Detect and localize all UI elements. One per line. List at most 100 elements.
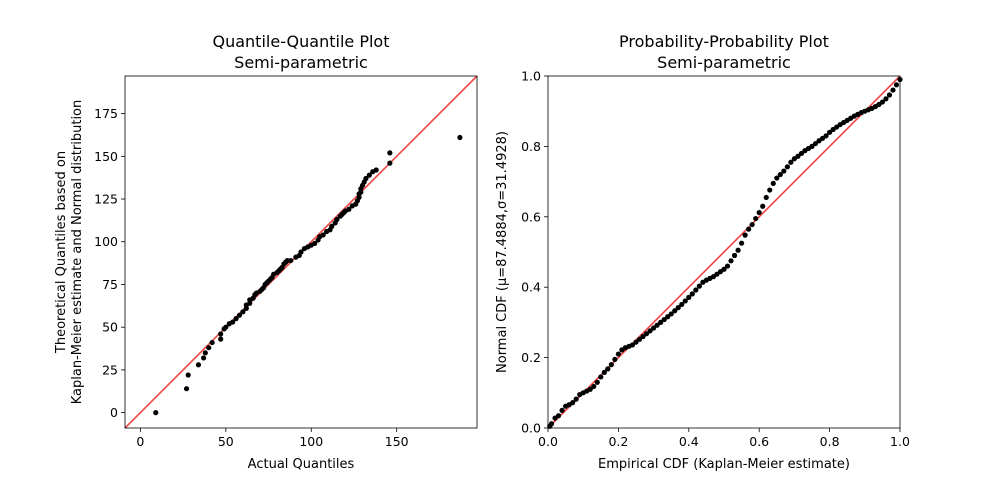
qq-data-point: [218, 336, 224, 342]
qq-data-point: [312, 240, 318, 247]
qq-data-point: [387, 160, 393, 166]
pp-xtick-label: 1.0: [890, 434, 910, 449]
pp-data-point: [693, 287, 699, 293]
qq-xtick-label: 50: [218, 434, 234, 449]
pp-data-point: [763, 194, 769, 201]
pp-data-point: [742, 232, 748, 238]
pp-data-point: [573, 396, 579, 402]
pp-ylabel: Normal CDF (μ=87.4884,σ=31.4928): [495, 131, 510, 373]
qq-data-point: [240, 309, 246, 315]
pp-ticks: 0.0 0.2 0.4 0.6 0.8 1.0 0.0 0.2 0.4 0.6 0.8 1.0: [521, 69, 910, 450]
pp-data-point: [668, 311, 674, 317]
pp-xtick-label: 0.8: [820, 434, 840, 449]
qq-data-point: [218, 331, 224, 337]
qq-data-point: [366, 172, 372, 178]
qq-data-point: [209, 339, 215, 346]
pp-data-point: [615, 351, 622, 357]
pp-data-point: [788, 159, 794, 165]
qq-data-point: [153, 410, 159, 416]
pp-data-point: [893, 82, 900, 88]
qq-data-point: [185, 372, 191, 378]
qq-axes-frame: [124, 75, 478, 429]
qq-data-point: [233, 316, 239, 322]
pp-data-point: [640, 333, 646, 340]
pp-xtick-label: 0.4: [679, 434, 699, 449]
pp-data-point: [612, 356, 618, 362]
qq-ylabel-line1: Theoretical Quantiles based on: [54, 151, 69, 354]
qq-data-point: [346, 206, 352, 212]
pp-data-point: [658, 319, 664, 325]
pp-data-point: [890, 87, 896, 93]
pp-data-point: [636, 336, 643, 342]
pp-xtick-label: 0.2: [608, 434, 628, 449]
pp-data-point: [798, 150, 805, 157]
pp-data-point: [735, 247, 741, 253]
pp-data-point: [756, 209, 762, 216]
pp-data-point: [601, 369, 607, 375]
pp-data-point: [559, 407, 565, 413]
qq-data-point: [201, 355, 207, 361]
pp-axes-frame: [547, 75, 901, 429]
pp-ytick-label: 1.0: [521, 69, 541, 84]
pp-data-point: [643, 331, 650, 337]
qq-data-point: [373, 167, 379, 173]
qq-ytick-label: 25: [102, 362, 118, 377]
pp-data-point: [594, 379, 600, 385]
pp-xtick-label: 0.0: [538, 434, 558, 449]
qq-xtick-label: 100: [299, 434, 323, 449]
pp-data-point: [760, 203, 766, 209]
pp-data-point: [724, 263, 731, 269]
pp-data-point: [686, 294, 692, 301]
qq-points: [153, 134, 463, 416]
qq-data-point: [363, 175, 369, 182]
qq-title-line1: Quantile-Quantile Plot: [213, 32, 390, 51]
pp-data-point: [827, 129, 833, 135]
qq-data-point: [223, 324, 229, 330]
pp-data-point: [598, 374, 604, 380]
pp-data-point: [731, 252, 738, 259]
qq-data-point: [320, 232, 326, 238]
pp-data-point: [548, 421, 555, 427]
qq-plot-panel: Quantile-Quantile Plot Semi-parametric 0…: [54, 32, 478, 472]
pp-ytick-label: 0.8: [521, 139, 541, 154]
pp-title-line1: Probability-Probability Plot: [619, 32, 829, 51]
pp-data-point: [739, 240, 745, 246]
pp-plot-panel: Probability-Probability Plot Semi-parame…: [495, 32, 910, 472]
qq-data-point: [298, 249, 304, 255]
pp-data-point: [774, 175, 780, 181]
pp-data-point: [777, 171, 783, 178]
pp-data-point: [605, 366, 611, 372]
pp-data-point: [749, 221, 755, 228]
pp-data-point: [679, 301, 685, 308]
pp-data-point: [555, 413, 562, 419]
pp-points: [547, 76, 903, 429]
pp-data-point: [689, 291, 695, 297]
qq-data-point: [387, 150, 393, 156]
pp-data-point: [654, 322, 660, 328]
pp-xlabel: Empirical CDF (Kaplan-Meier estimate): [598, 457, 850, 472]
qq-data-point: [288, 257, 294, 264]
qq-ytick-label: 75: [102, 277, 118, 292]
pp-ytick-label: 0.6: [521, 209, 541, 224]
qq-xlabel: Actual Quantiles: [248, 457, 355, 472]
qq-xtick-label: 0: [136, 434, 144, 449]
qq-data-point: [334, 216, 340, 223]
pp-data-point: [587, 386, 593, 392]
qq-xtick-label: 150: [385, 434, 409, 449]
pp-data-point: [721, 266, 727, 272]
pp-data-point: [809, 143, 815, 149]
pp-data-point: [629, 342, 636, 348]
pp-data-point: [633, 339, 639, 345]
pp-data-point: [675, 305, 681, 311]
pp-data-point: [682, 298, 688, 304]
qq-ytick-label: 0: [110, 405, 118, 420]
pp-data-point: [696, 283, 702, 289]
qq-ylabel-line2: Kaplan-Meier estimate and Normal distrib…: [70, 100, 85, 405]
qq-ytick-label: 175: [94, 106, 118, 121]
pp-data-point: [608, 362, 614, 368]
qq-data-point: [202, 350, 208, 356]
pp-ytick-label: 0.4: [521, 280, 541, 295]
pp-data-point: [753, 215, 759, 222]
qq-data-point: [236, 312, 243, 318]
